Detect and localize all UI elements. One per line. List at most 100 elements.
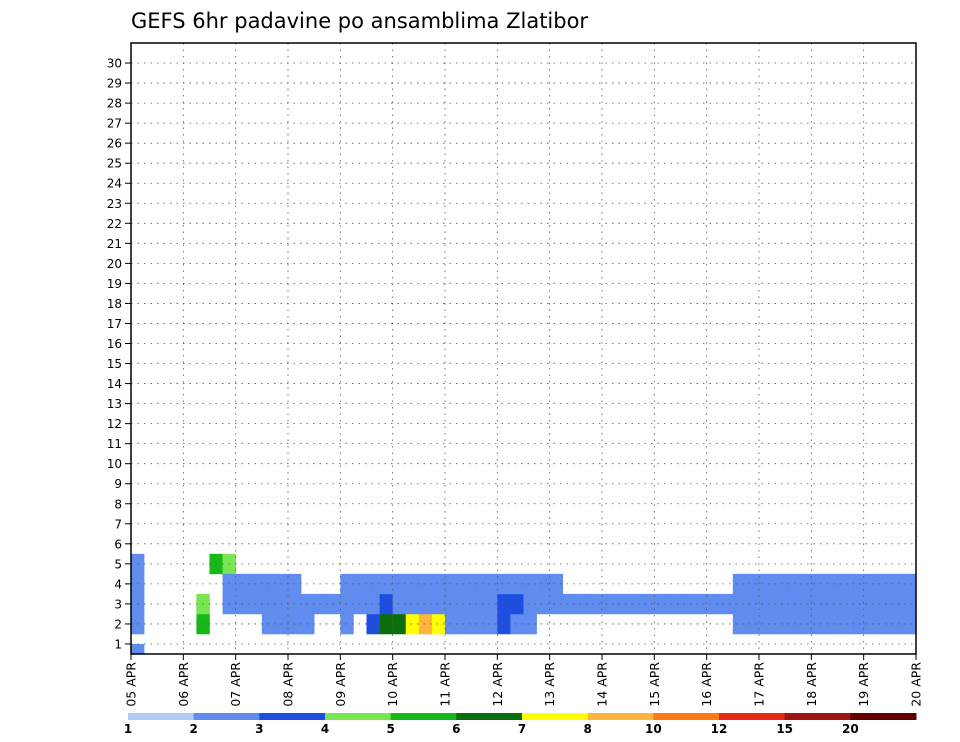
y-tick-label: 17	[107, 317, 122, 331]
heatmap-cell	[798, 593, 812, 615]
x-tick-label: 13 APR	[542, 662, 557, 707]
heatmap-cell	[353, 593, 367, 615]
heatmap-cell	[876, 613, 891, 635]
x-tick-label: 12 APR	[490, 662, 505, 707]
heatmap-cell	[889, 593, 904, 615]
heatmap-cell	[366, 613, 380, 635]
heatmap-cell	[902, 573, 917, 595]
heatmap-cell	[366, 573, 380, 595]
heatmap-cell	[732, 613, 747, 635]
y-tick-label: 14	[107, 377, 122, 391]
heatmap-cell	[667, 593, 681, 615]
heatmap-cell	[392, 593, 407, 615]
heatmap-cell	[405, 593, 420, 615]
heatmap-cell	[863, 593, 878, 615]
y-tick-label: 27	[107, 117, 122, 131]
colorbar-swatch	[719, 713, 786, 720]
heatmap-cell	[379, 573, 393, 595]
y-tick-label: 16	[107, 337, 122, 351]
x-tick-label: 18 APR	[804, 662, 819, 707]
x-tick-label: 09 APR	[333, 662, 348, 707]
colorbar-swatch	[390, 713, 457, 720]
heatmap-cell	[536, 593, 550, 615]
heatmap-cell	[523, 613, 537, 635]
colorbar-label: 15	[776, 722, 793, 736]
x-tick-label: 15 APR	[647, 662, 662, 707]
heatmap-cell	[772, 613, 786, 635]
y-tick-label: 24	[107, 177, 122, 191]
y-tick-label: 19	[107, 277, 122, 291]
heatmap-cell	[876, 593, 891, 615]
heatmap-cell	[405, 573, 420, 595]
heatmap-cell	[549, 573, 564, 595]
heatmap-cell	[811, 593, 825, 615]
heatmap-cell	[719, 593, 734, 615]
colorbar-swatch	[784, 713, 851, 720]
x-tick-label: 06 APR	[176, 662, 191, 707]
y-tick-label: 29	[107, 77, 122, 91]
y-tick-label: 9	[114, 477, 122, 491]
y-tick-label: 13	[107, 397, 122, 411]
y-tick-label: 23	[107, 197, 122, 211]
heatmap-cell	[366, 593, 380, 615]
heatmap-cell	[628, 593, 642, 615]
heatmap-cell	[785, 593, 799, 615]
colorbar-label: 4	[321, 722, 329, 736]
colorbar-label: 10	[645, 722, 662, 736]
heatmap-cell	[641, 593, 655, 615]
x-tick-label: 11 APR	[438, 662, 453, 707]
y-tick-label: 11	[107, 437, 122, 451]
heatmap-cell	[523, 573, 537, 595]
heatmap-cell	[588, 593, 603, 615]
heatmap-cell	[772, 593, 786, 615]
heatmap-cell	[340, 613, 354, 635]
heatmap-cell	[863, 613, 878, 635]
heatmap-cell	[759, 593, 773, 615]
heatmap-cell	[863, 573, 878, 595]
x-tick-label: 08 APR	[281, 662, 296, 707]
y-tick-label: 15	[107, 357, 122, 371]
heatmap-cell	[523, 593, 537, 615]
x-axis: 05 APR 06 APR 07 APR 08 APR 09 APR 10 APR 11 A…	[124, 654, 924, 707]
y-tick-label: 6	[114, 537, 122, 551]
y-tick-label: 21	[107, 237, 122, 251]
heatmap-cell	[431, 593, 446, 615]
heatmap-cell	[759, 573, 773, 595]
heatmap-cell	[340, 593, 354, 615]
heatmap-cell	[732, 573, 747, 595]
heatmap-cells	[131, 553, 917, 655]
heatmap-cell	[510, 613, 524, 635]
heatmap-cell	[497, 593, 511, 615]
heatmap-cell	[562, 593, 577, 615]
heatmap-cell	[549, 593, 564, 615]
heatmap-cell	[745, 573, 760, 595]
x-tick-label: 17 APR	[752, 662, 767, 707]
heatmap-cell	[824, 593, 838, 615]
colorbar-label: 8	[583, 722, 591, 736]
heatmap-cell	[759, 613, 773, 635]
y-tick-label: 18	[107, 297, 122, 311]
x-tick-label: 19 APR	[856, 662, 871, 707]
heatmap-cell	[837, 593, 851, 615]
heatmap-cell	[680, 593, 694, 615]
heatmap-cell	[392, 573, 407, 595]
y-tick-label: 28	[107, 97, 122, 111]
x-tick-label: 16 APR	[699, 662, 714, 707]
x-tick-label: 20 APR	[909, 662, 924, 707]
heatmap-cell	[902, 593, 917, 615]
heatmap-cell	[471, 593, 485, 615]
heatmap-cell	[811, 573, 825, 595]
heatmap-cell	[824, 573, 838, 595]
heatmap-cell	[837, 573, 851, 595]
heatmap-cell	[602, 593, 616, 615]
heatmap-cell	[471, 573, 485, 595]
heatmap-cell	[340, 573, 354, 595]
grid-lines	[131, 43, 916, 654]
colorbar-swatch	[522, 713, 589, 720]
colorbar-swatch	[587, 713, 654, 720]
heatmap-cell	[889, 573, 904, 595]
heatmap-cell	[510, 573, 524, 595]
heatmap-cell	[798, 613, 812, 635]
colorbar-swatch	[193, 713, 260, 720]
y-tick-label: 5	[114, 557, 122, 571]
